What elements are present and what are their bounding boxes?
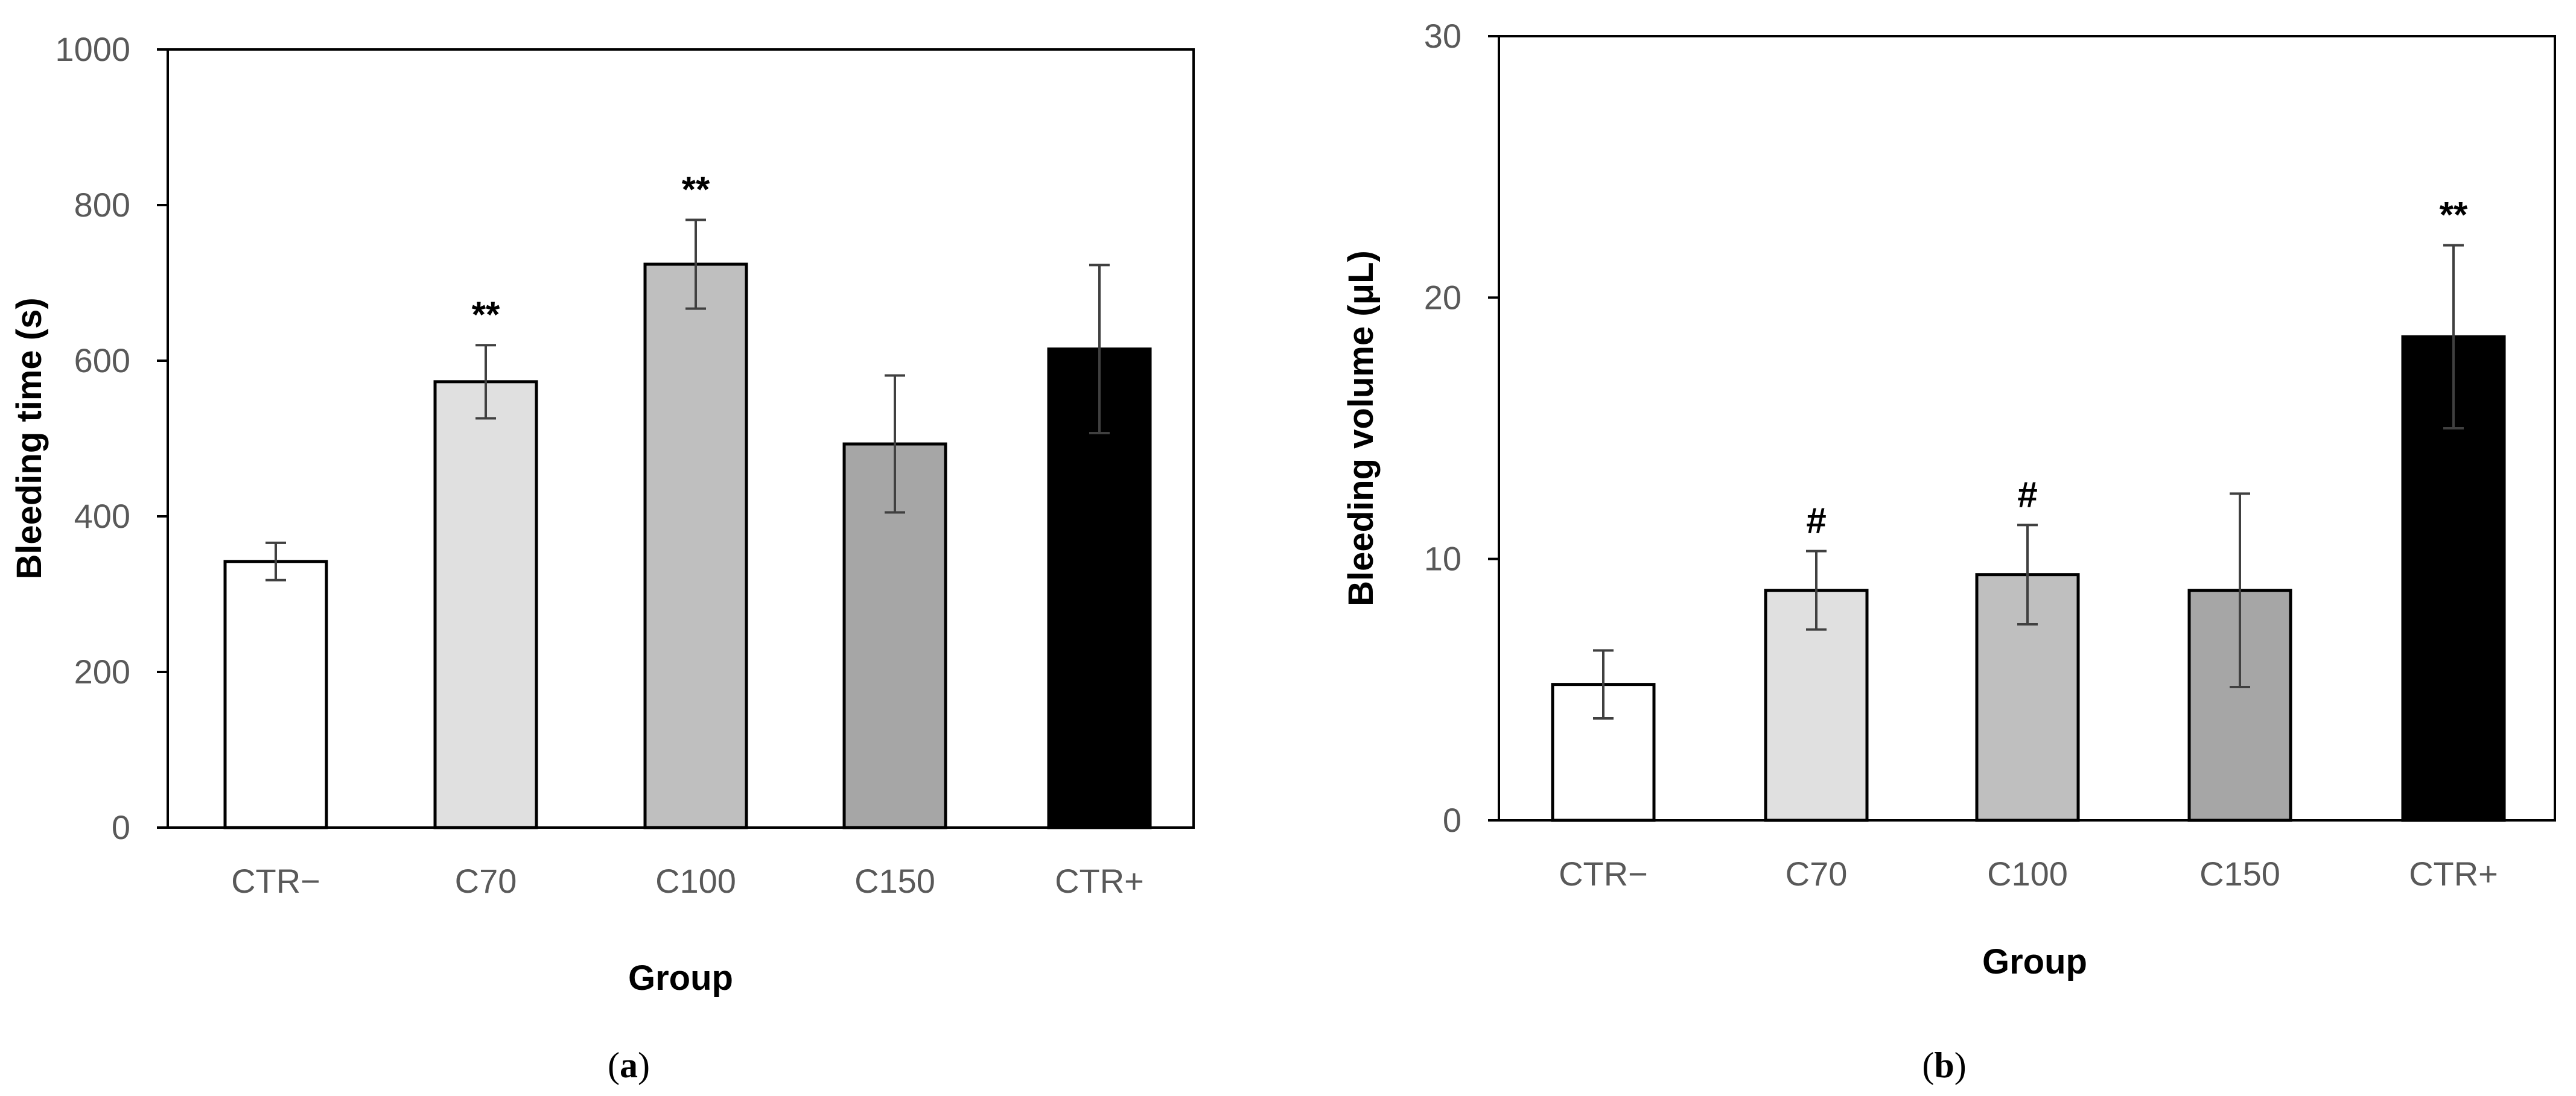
category-label: C70	[455, 862, 517, 900]
significance-labels-b: # # **	[1806, 195, 2468, 541]
y-tick-label: 600	[74, 341, 130, 379]
y-axis-title-b: Bleeding volume (μL)	[1341, 250, 1381, 606]
y-ticks-a: 0 200 400 600 800 1000	[55, 30, 168, 846]
y-tick-label: 30	[1424, 17, 1461, 55]
panel-caption-a: (a)	[608, 1045, 650, 1085]
significance-label: **	[682, 169, 710, 210]
category-label: CTR−	[231, 862, 320, 900]
panel-letter-a: a	[620, 1045, 638, 1085]
category-label: C100	[655, 862, 736, 900]
y-tick-label: 1000	[55, 30, 130, 68]
x-axis-title-a: Group	[628, 958, 733, 998]
significance-label: #	[2017, 474, 2037, 515]
category-label: C100	[1987, 855, 2068, 893]
y-tick-label: 0	[1443, 801, 1461, 839]
y-tick-label: 10	[1424, 540, 1461, 578]
y-tick-label: 0	[112, 808, 130, 846]
bars-b	[1551, 335, 2506, 822]
chart-panel-b: 0 10 20 30 # # ** CTR− C70 C100 C150 CTR+ Bleedin…	[1341, 17, 2556, 1085]
category-label: C150	[2199, 855, 2280, 893]
x-axis-title-b: Group	[1982, 942, 2087, 981]
y-axis-title-a: Bleeding time (s)	[10, 297, 49, 579]
y-tick-label: 20	[1424, 278, 1461, 316]
bar-c70	[433, 380, 538, 829]
error-bars-a	[266, 218, 1110, 581]
y-tick-label: 400	[74, 497, 130, 535]
significance-label: **	[472, 294, 500, 335]
category-labels-a: CTR− C70 C100 C150 CTR+	[231, 862, 1144, 900]
error-bars-b	[1593, 244, 2464, 720]
panel-caption-b: (b)	[1922, 1045, 1966, 1085]
bar-c100	[643, 262, 748, 829]
category-labels-b: CTR− C70 C100 C150 CTR+	[1559, 855, 2498, 893]
category-label: CTR+	[1055, 862, 1144, 900]
category-label: C150	[854, 862, 935, 900]
y-tick-label: 200	[74, 653, 130, 691]
significance-label: #	[1806, 501, 1826, 541]
bar-ctr	[223, 560, 328, 829]
panel-letter-b: b	[1934, 1045, 1954, 1085]
y-ticks-b: 0 10 20 30	[1424, 17, 1499, 839]
y-tick-label: 800	[74, 186, 130, 224]
category-label: CTR+	[2409, 855, 2498, 893]
significance-label: **	[2440, 195, 2468, 235]
category-label: C70	[1786, 855, 1848, 893]
significance-labels-a: ** **	[472, 169, 710, 335]
category-label: CTR−	[1559, 855, 1648, 893]
